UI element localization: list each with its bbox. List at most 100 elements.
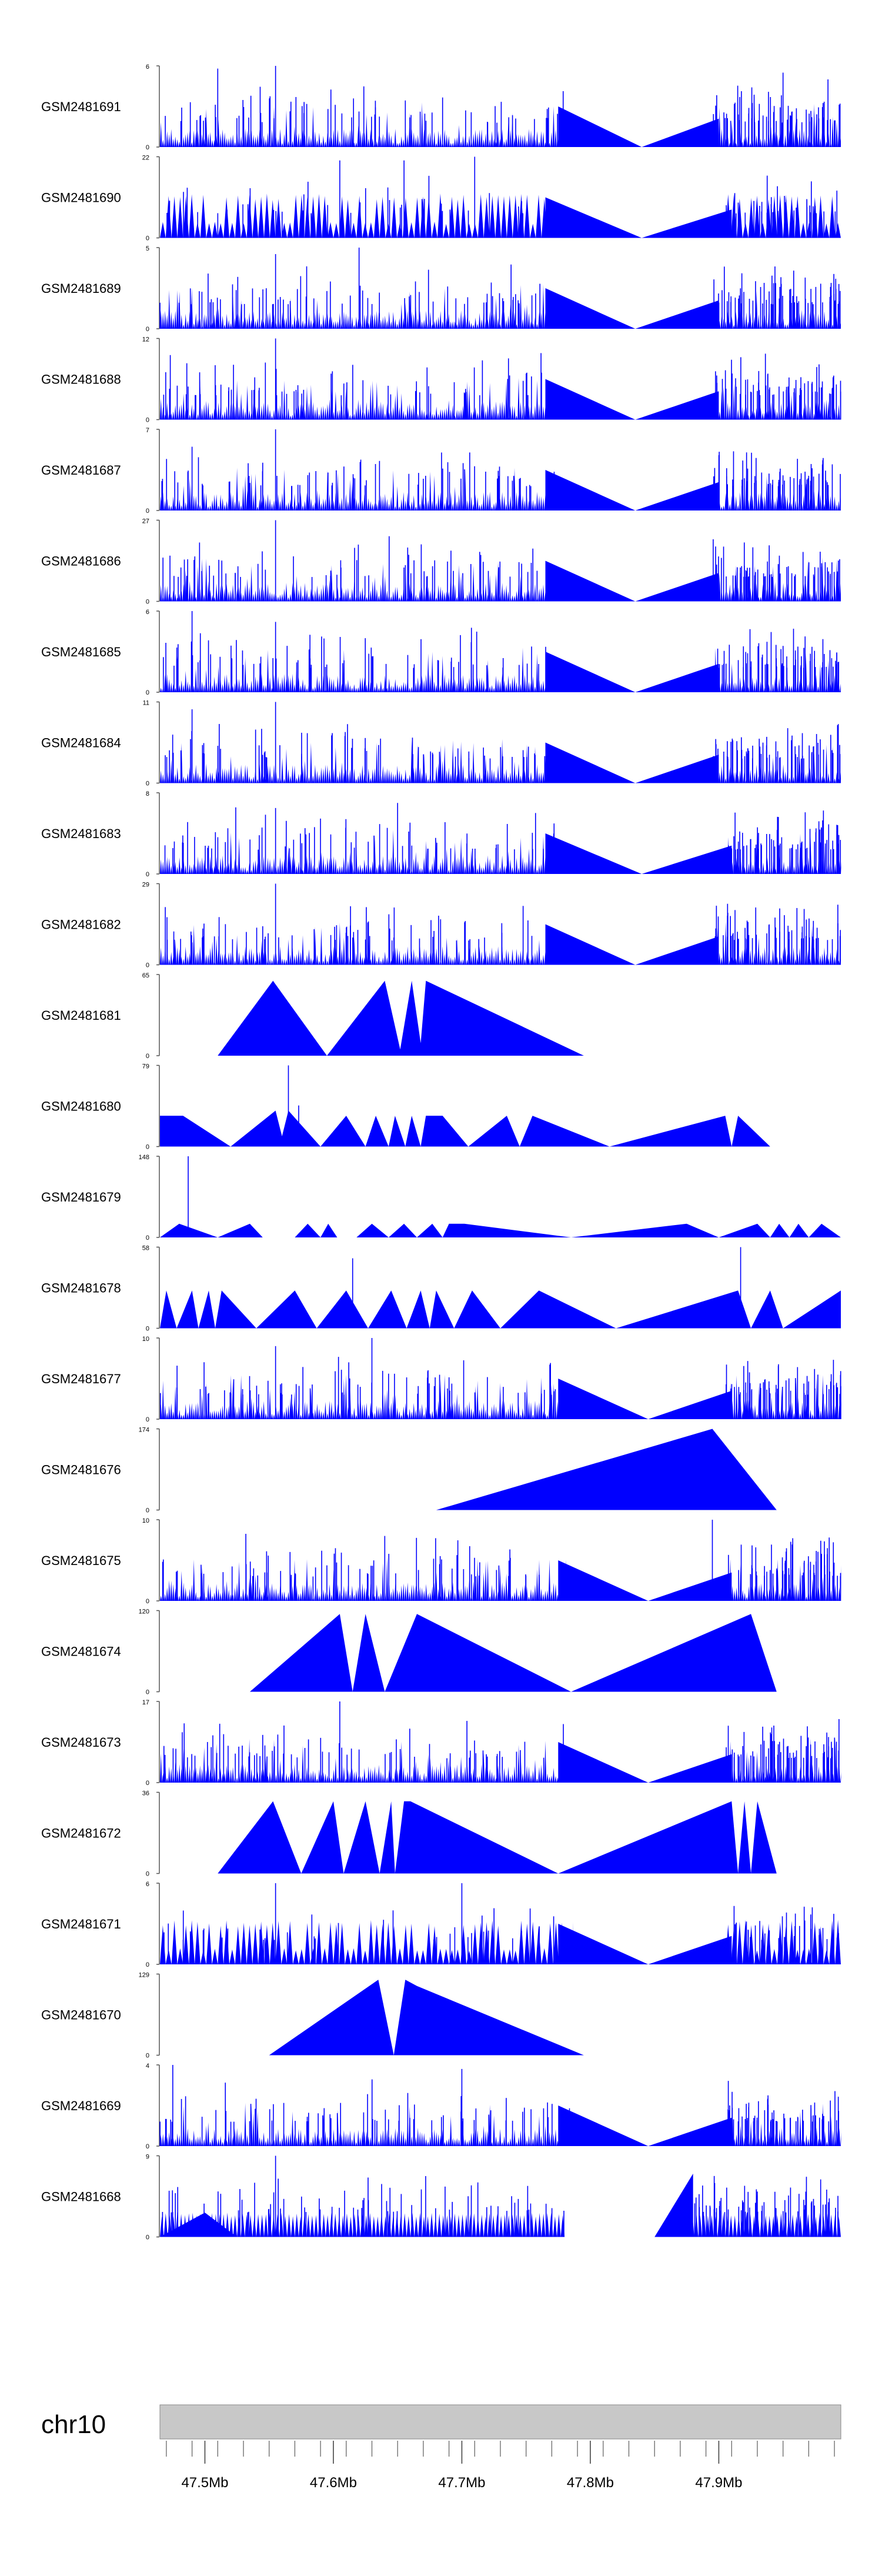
y-axis-max-label: 11 <box>143 700 149 707</box>
ideogram-ticks: 47.5Mb 47.6Mb 47.7Mb 47.8Mb 47.9Mb <box>166 2441 835 2491</box>
track-label: GSM2481686 <box>41 554 121 569</box>
track-GSM2481685: GSM2481685 6 0 <box>41 609 841 696</box>
track-label: GSM2481687 <box>41 463 121 478</box>
coverage-area <box>160 558 559 602</box>
y-axis-zero-label: 0 <box>146 235 149 242</box>
y-axis-max-label: 129 <box>139 1972 149 1979</box>
y-axis-max-label: 120 <box>139 1609 149 1616</box>
coverage-area <box>160 1374 572 1419</box>
coverage-area <box>712 286 841 329</box>
y-axis-zero-label: 0 <box>146 962 149 969</box>
track-label: GSM2481680 <box>41 1099 121 1114</box>
track-GSM2481670: GSM2481670 129 0 <box>41 1972 584 2060</box>
track-GSM2481677: GSM2481677 10 0 <box>41 1336 841 1423</box>
y-axis-zero-label: 0 <box>146 1598 149 1605</box>
track-GSM2481669: GSM2481669 4 0 <box>41 2063 841 2150</box>
coverage-area <box>160 2213 238 2237</box>
track-label: GSM2481668 <box>41 2190 121 2204</box>
y-axis-zero-label: 0 <box>146 1053 149 1060</box>
tick-label: 47.5Mb <box>181 2475 228 2491</box>
y-axis-max-label: 6 <box>146 1881 149 1888</box>
y-axis-zero-label: 0 <box>146 508 149 515</box>
coverage-area <box>160 1739 572 1783</box>
y-axis-max-label: 27 <box>142 518 149 525</box>
track-label: GSM2481678 <box>41 1281 121 1296</box>
coverage-area <box>249 1614 777 1692</box>
coverage-area <box>160 1920 573 1964</box>
coverage-area <box>558 106 719 147</box>
y-axis-max-label: 17 <box>142 1699 149 1706</box>
track-label: GSM2481691 <box>41 99 121 114</box>
track-GSM2481690: GSM2481690 22 0 <box>41 155 841 242</box>
coverage-area <box>712 921 841 965</box>
track-label: GSM2481676 <box>41 1463 121 1477</box>
track-label: GSM2481682 <box>41 917 121 932</box>
y-axis-zero-label: 0 <box>146 780 149 788</box>
coverage-area <box>545 379 719 420</box>
y-axis-max-label: 58 <box>142 1245 149 1252</box>
y-axis-max-label: 8 <box>146 790 149 798</box>
coverage-area <box>160 922 559 965</box>
y-axis-max-label: 29 <box>142 882 149 889</box>
tick-label: 47.6Mb <box>310 2475 357 2491</box>
track-GSM2481673: GSM2481673 17 0 <box>41 1699 841 1787</box>
track-label: GSM2481690 <box>41 191 121 205</box>
coverage-area <box>160 378 559 420</box>
y-axis-max-label: 79 <box>142 1063 149 1070</box>
y-axis-max-label: 6 <box>146 609 149 616</box>
track-GSM2481678: GSM2481678 58 0 <box>41 1245 841 1333</box>
coverage-area <box>160 102 572 147</box>
track-label: GSM2481685 <box>41 645 121 659</box>
track-label: GSM2481675 <box>41 1553 121 1568</box>
coverage-area <box>712 557 841 602</box>
coverage-area <box>160 2103 572 2146</box>
coverage-area <box>558 1924 732 1964</box>
chromosome-bar <box>159 2404 841 2440</box>
track-label: GSM2481688 <box>41 372 121 387</box>
tick-label: 47.8Mb <box>567 2475 614 2491</box>
tick-label: 47.9Mb <box>695 2475 742 2491</box>
coverage-area <box>269 1980 584 2056</box>
y-axis-zero-label: 0 <box>146 1507 149 1514</box>
y-axis-max-label: 22 <box>142 155 149 162</box>
coverage-area <box>160 193 559 238</box>
track-GSM2481668: GSM2481668 9 0 <box>41 2154 841 2241</box>
track-label: GSM2481681 <box>41 1008 121 1023</box>
coverage-area <box>725 2103 841 2146</box>
track-label: GSM2481673 <box>41 1735 121 1750</box>
chromosome-label: chr10 <box>41 2410 106 2439</box>
track-label: GSM2481669 <box>41 2098 121 2113</box>
coverage-area <box>545 197 732 238</box>
coverage-area <box>558 1560 732 1601</box>
coverage-area <box>725 833 841 874</box>
coverage-area <box>725 1559 841 1601</box>
coverage-area <box>160 1290 841 1329</box>
coverage-area <box>545 742 719 783</box>
coverage-area <box>218 980 584 1056</box>
coverage-area <box>712 648 841 692</box>
y-axis-zero-label: 0 <box>146 599 149 606</box>
coverage-tracks: GSM248169160GSM2481690220GSM248168950GSM… <box>41 64 841 2241</box>
y-axis-zero-label: 0 <box>146 1416 149 1423</box>
coverage-area <box>160 1223 841 1237</box>
track-GSM2481687: GSM2481687 7 0 <box>41 427 841 515</box>
track-GSM2481688: GSM2481688 12 0 <box>41 336 841 424</box>
coverage-area <box>160 1110 770 1147</box>
y-axis-zero-label: 0 <box>146 1144 149 1151</box>
y-axis-zero-label: 0 <box>146 326 149 333</box>
track-GSM2481682: GSM2481682 29 0 <box>41 882 841 969</box>
track-GSM2481686: GSM2481686 27 0 <box>41 518 841 606</box>
y-axis-zero-label: 0 <box>146 1326 149 1333</box>
coverage-area <box>558 2105 732 2146</box>
y-axis-zero-label: 0 <box>146 144 149 151</box>
y-axis-zero-label: 0 <box>146 1234 149 1242</box>
y-axis-max-label: 5 <box>146 245 149 252</box>
y-axis-zero-label: 0 <box>146 1689 149 1696</box>
track-label: GSM2481679 <box>41 1190 121 1204</box>
track-label: GSM2481683 <box>41 826 121 841</box>
y-axis-max-label: 36 <box>142 1790 149 1797</box>
tick-label: 47.7Mb <box>438 2475 485 2491</box>
track-label: GSM2481670 <box>41 2008 121 2023</box>
y-axis-zero-label: 0 <box>146 1780 149 1787</box>
y-axis-zero-label: 0 <box>146 2143 149 2150</box>
